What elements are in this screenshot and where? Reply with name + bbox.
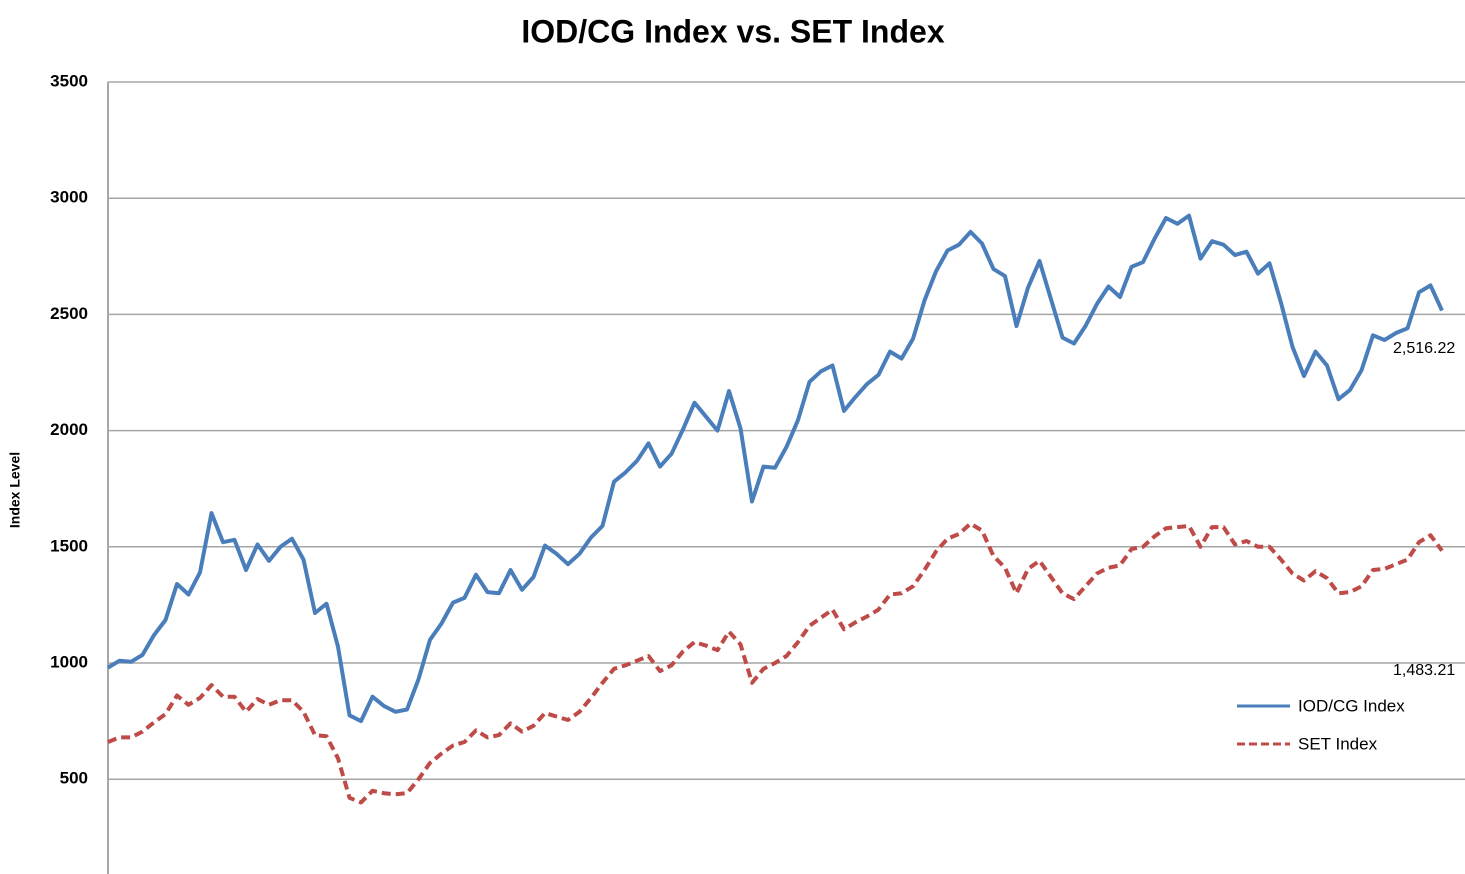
y-tick-label: 1500	[50, 536, 88, 555]
y-tick-label: 2500	[50, 304, 88, 323]
series-line	[106, 213, 1444, 724]
y-tick-label: 3500	[50, 71, 88, 90]
y-axis-label: Index Level	[7, 452, 23, 528]
y-tick-label: 2000	[50, 420, 88, 439]
chart-title: IOD/CG Index vs. SET Index	[521, 13, 944, 49]
annotation: 2,516.22	[1393, 340, 1455, 357]
y-tick-label: 500	[60, 769, 88, 788]
y-tick-label: 3000	[50, 188, 88, 207]
y-tick-label: 1000	[50, 652, 88, 671]
legend-label: SET Index	[1298, 734, 1378, 753]
legend-label: IOD/CG Index	[1298, 696, 1405, 715]
series-line	[107, 521, 1444, 805]
annotation: 1,483.21	[1393, 662, 1455, 679]
